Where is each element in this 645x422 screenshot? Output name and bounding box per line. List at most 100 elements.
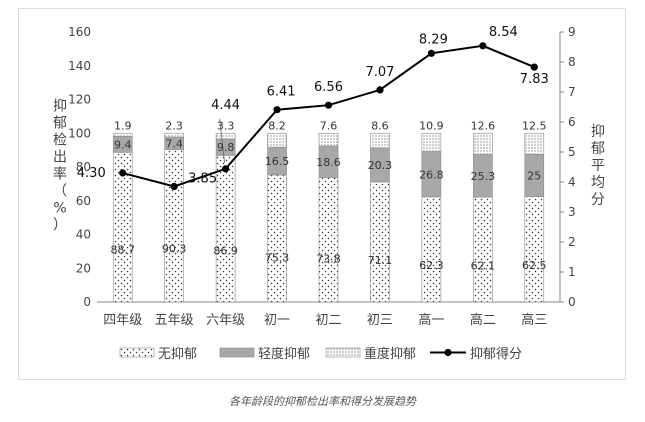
- bar-segment-none: [318, 177, 339, 303]
- bar-segment-severe: [421, 132, 442, 152]
- data-label-mild: 16.5: [265, 155, 290, 168]
- legend-swatch-severe: [325, 347, 361, 358]
- bar-segment-none: [267, 174, 287, 303]
- score-point: [479, 42, 487, 50]
- bar-segment-none: [164, 149, 184, 303]
- score-point: [170, 182, 178, 191]
- x-tick-label: 四年级: [103, 313, 142, 328]
- data-label-none: 62.5: [522, 259, 547, 272]
- data-label-mild: 20.3: [368, 159, 393, 172]
- bar-segment-none: [370, 181, 390, 303]
- y-tick-left: 20: [76, 261, 91, 275]
- legend-swatch-none: [119, 347, 155, 358]
- x-tick-label: 高二: [470, 312, 496, 328]
- x-tick-label: 初三: [367, 313, 393, 328]
- score-point: [119, 169, 127, 177]
- y-tick-right: 8: [568, 55, 576, 69]
- data-label-none: 62.1: [471, 259, 496, 272]
- data-label-none: 75.3: [265, 252, 290, 265]
- bar-segment-severe: [318, 132, 339, 147]
- x-tick-label: 初一: [264, 313, 290, 328]
- data-label-none: 73.8: [316, 252, 341, 265]
- bar-segment-severe: [215, 132, 236, 140]
- chart: 0 20 40 60 80 100 120 140 160 0 1 2 3 4 5 6 7 8 9 四年级 五年级 六年级…: [53, 25, 605, 362]
- data-label-severe: 8.6: [371, 119, 389, 132]
- y-tick-right: 5: [568, 145, 576, 159]
- bar-segment-none: [524, 196, 545, 303]
- bar-segment-severe: [370, 132, 390, 149]
- data-label-none: 62.3: [419, 259, 444, 272]
- y-tick-right: 9: [568, 25, 576, 39]
- score-label: 6.41: [267, 85, 296, 100]
- y-axis-title-right: 抑郁平均分: [591, 124, 605, 208]
- data-label-severe: 8.2: [268, 119, 286, 132]
- legend-label: 无抑郁: [158, 347, 197, 362]
- y-tick-left: 80: [76, 160, 91, 174]
- y-tick-left: 100: [68, 126, 91, 140]
- x-tick-label: 六年级: [206, 313, 245, 328]
- y-tick-left: 60: [76, 194, 91, 208]
- y-tick-right: 2: [568, 235, 576, 249]
- legend-label: 轻度抑郁: [258, 346, 310, 362]
- data-label-mild: 25: [527, 169, 541, 182]
- y-tick-left: 160: [68, 25, 91, 39]
- data-label-severe: 10.9: [419, 119, 444, 132]
- y-tick-right: 3: [568, 205, 576, 219]
- score-point: [376, 86, 384, 94]
- score-point: [427, 49, 435, 57]
- bar-segment-none: [215, 155, 236, 303]
- data-label-mild: 26.8: [419, 168, 444, 181]
- legend-marker-score: [444, 348, 452, 357]
- data-label-severe: 1.9: [114, 119, 132, 132]
- y-tick-left: 40: [76, 228, 91, 242]
- data-label-mild: 7.4: [165, 137, 183, 150]
- y-tick-right: 7: [568, 85, 576, 99]
- bar-segment-severe: [112, 132, 133, 137]
- score-label: 6.56: [314, 80, 343, 95]
- data-label-none: 86.9: [213, 245, 238, 258]
- bar-segment-severe: [473, 132, 493, 155]
- legend-swatch-mild: [219, 347, 255, 358]
- data-label-mild: 18.6: [316, 156, 341, 169]
- data-label-none: 71.1: [368, 254, 393, 267]
- score-label: 8.29: [419, 32, 448, 47]
- y-tick-left: 120: [68, 93, 91, 107]
- x-tick-label: 高一: [418, 312, 444, 328]
- x-tick-label: 高三: [521, 312, 547, 328]
- score-point: [222, 165, 230, 173]
- legend-label: 重度抑郁: [364, 346, 416, 362]
- score-label: 3.85: [188, 172, 217, 187]
- score-point: [530, 63, 538, 71]
- y-tick-left: 0: [83, 295, 91, 309]
- data-label-mild: 9.4: [114, 138, 132, 151]
- x-tick-label: 初二: [315, 313, 341, 328]
- data-label-severe: 12.5: [522, 119, 547, 132]
- data-label-severe: 7.6: [320, 119, 338, 132]
- chart-caption: 各年龄段的抑郁检出率和得分发展趋势: [229, 395, 416, 408]
- score-label: 4.30: [77, 166, 106, 181]
- bar-segment-severe: [524, 132, 545, 155]
- score-label: 8.54: [489, 25, 518, 40]
- score-point: [324, 101, 333, 109]
- data-label-mild: 25.3: [471, 170, 496, 183]
- data-label-none: 90.3: [162, 243, 187, 256]
- data-label-mild: 9.8: [217, 141, 235, 154]
- y-tick-left: 140: [68, 59, 91, 73]
- x-tick-label: 五年级: [155, 313, 194, 328]
- score-point: [273, 106, 281, 114]
- chart-frame: [18, 8, 626, 380]
- bar-segment-severe: [164, 132, 184, 138]
- data-label-severe: 3.3: [217, 119, 235, 132]
- score-label: 7.83: [520, 72, 549, 87]
- legend-label: 抑郁得分: [470, 346, 522, 362]
- data-label-severe: 2.3: [165, 119, 183, 132]
- score-label-leader: [219, 118, 226, 163]
- y-tick-right: 1: [568, 265, 576, 279]
- data-label-severe: 12.6: [471, 119, 496, 132]
- y-tick-right: 4: [568, 175, 576, 189]
- bar-segment-none: [421, 196, 442, 303]
- score-label: 4.44: [211, 98, 240, 113]
- data-label-none: 88.7: [110, 244, 135, 257]
- y-axis-title-left: 抑郁检出率（%）: [53, 99, 67, 234]
- bar-segment-severe: [267, 132, 287, 148]
